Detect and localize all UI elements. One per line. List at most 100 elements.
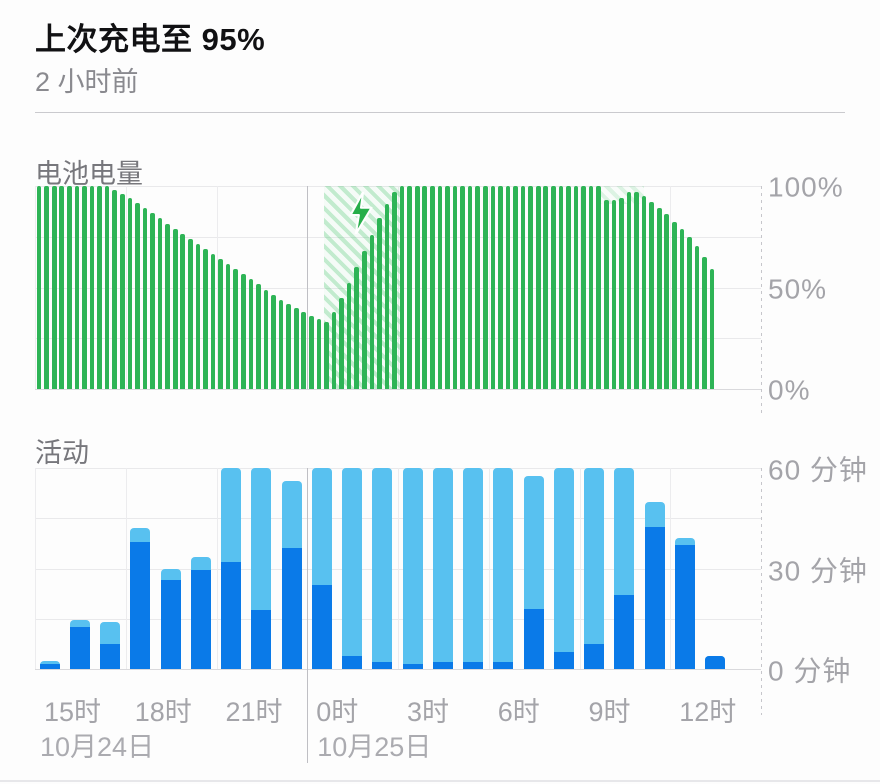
battery-bar[interactable]: [581, 186, 586, 389]
battery-bar[interactable]: [551, 186, 556, 389]
battery-bar[interactable]: [588, 186, 594, 389]
battery-bar[interactable]: [634, 192, 639, 389]
activity-bar[interactable]: [553, 468, 574, 669]
battery-bar[interactable]: [165, 223, 170, 389]
battery-bar[interactable]: [104, 186, 110, 389]
battery-bar[interactable]: [180, 233, 186, 389]
activity-bar[interactable]: [523, 476, 544, 669]
battery-bar[interactable]: [278, 299, 284, 389]
battery-bar[interactable]: [89, 186, 95, 389]
activity-bar[interactable]: [130, 528, 151, 669]
battery-bar[interactable]: [656, 208, 662, 389]
battery-bar[interactable]: [67, 186, 72, 389]
battery-bar[interactable]: [74, 186, 80, 389]
battery-bar[interactable]: [97, 186, 102, 389]
activity-bar[interactable]: [39, 660, 60, 669]
battery-bar[interactable]: [354, 267, 360, 389]
battery-bar[interactable]: [619, 198, 624, 389]
battery-bar[interactable]: [437, 186, 443, 389]
activity-bar[interactable]: [402, 468, 423, 669]
battery-bar[interactable]: [225, 264, 231, 389]
battery-bar[interactable]: [498, 186, 503, 389]
battery-bar[interactable]: [384, 204, 390, 389]
activity-bar[interactable]: [674, 538, 695, 669]
battery-bar[interactable]: [687, 236, 692, 389]
battery-bar[interactable]: [218, 259, 223, 389]
battery-bar[interactable]: [316, 318, 322, 389]
battery-bar[interactable]: [127, 198, 133, 389]
battery-bar[interactable]: [414, 186, 420, 389]
activity-bar[interactable]: [281, 481, 302, 669]
activity-bar[interactable]: [221, 468, 241, 669]
battery-bar[interactable]: [603, 200, 609, 389]
battery-level-chart[interactable]: [35, 186, 762, 415]
battery-bar[interactable]: [558, 186, 564, 389]
battery-bar[interactable]: [301, 311, 307, 389]
battery-bar[interactable]: [641, 196, 647, 389]
battery-bar[interactable]: [119, 194, 125, 389]
activity-bar[interactable]: [463, 468, 483, 669]
battery-bar[interactable]: [392, 192, 397, 389]
battery-bar[interactable]: [709, 269, 715, 389]
battery-bar[interactable]: [286, 303, 291, 389]
battery-bar[interactable]: [702, 257, 707, 389]
battery-bar[interactable]: [44, 186, 49, 389]
battery-bar[interactable]: [467, 186, 473, 389]
battery-bar[interactable]: [452, 186, 458, 389]
battery-bar[interactable]: [475, 186, 481, 389]
activity-bar[interactable]: [372, 468, 393, 669]
battery-bar[interactable]: [377, 218, 382, 389]
battery-bar[interactable]: [324, 322, 329, 389]
battery-bar[interactable]: [543, 186, 549, 389]
battery-bar[interactable]: [369, 234, 375, 389]
battery-bar[interactable]: [339, 297, 344, 389]
battery-bar[interactable]: [256, 284, 261, 389]
battery-bar[interactable]: [535, 186, 541, 389]
battery-bar[interactable]: [263, 289, 269, 389]
battery-bar[interactable]: [346, 283, 352, 389]
activity-bar[interactable]: [584, 468, 604, 669]
battery-bar[interactable]: [490, 186, 496, 389]
activity-bar[interactable]: [100, 622, 120, 669]
battery-bar[interactable]: [422, 186, 428, 389]
battery-bar[interactable]: [407, 186, 412, 389]
battery-bar[interactable]: [112, 190, 118, 389]
battery-bar[interactable]: [210, 254, 216, 389]
battery-bar[interactable]: [331, 311, 337, 389]
battery-bar[interactable]: [135, 203, 140, 389]
battery-bar[interactable]: [694, 245, 700, 389]
battery-bar[interactable]: [172, 228, 178, 389]
activity-bar[interactable]: [644, 501, 665, 669]
battery-bar[interactable]: [566, 186, 571, 389]
battery-bar[interactable]: [293, 307, 299, 389]
battery-bar[interactable]: [82, 186, 87, 389]
battery-bar[interactable]: [248, 279, 254, 389]
battery-bar[interactable]: [460, 186, 465, 389]
battery-bar[interactable]: [649, 202, 654, 389]
battery-bar[interactable]: [309, 315, 314, 389]
battery-bar[interactable]: [203, 248, 208, 389]
battery-bar[interactable]: [664, 214, 670, 389]
battery-bar[interactable]: [188, 238, 193, 389]
battery-bar[interactable]: [679, 228, 685, 389]
battery-bar[interactable]: [157, 218, 163, 389]
battery-bar[interactable]: [361, 250, 367, 389]
battery-bar[interactable]: [626, 192, 632, 389]
battery-bar[interactable]: [520, 186, 526, 389]
battery-bar[interactable]: [51, 186, 57, 389]
activity-bar[interactable]: [432, 468, 453, 669]
battery-bar[interactable]: [59, 186, 65, 389]
battery-bar[interactable]: [596, 186, 602, 389]
activity-bar[interactable]: [160, 568, 181, 669]
activity-bar[interactable]: [705, 655, 725, 669]
battery-bar[interactable]: [430, 186, 435, 389]
battery-bar[interactable]: [528, 186, 533, 389]
battery-bar[interactable]: [233, 269, 239, 389]
battery-bar[interactable]: [611, 200, 617, 389]
battery-bar[interactable]: [482, 186, 488, 389]
battery-bar[interactable]: [399, 186, 405, 389]
battery-bar[interactable]: [672, 221, 677, 389]
battery-bar[interactable]: [36, 186, 42, 389]
activity-bar[interactable]: [190, 556, 211, 669]
battery-bar[interactable]: [142, 208, 148, 389]
